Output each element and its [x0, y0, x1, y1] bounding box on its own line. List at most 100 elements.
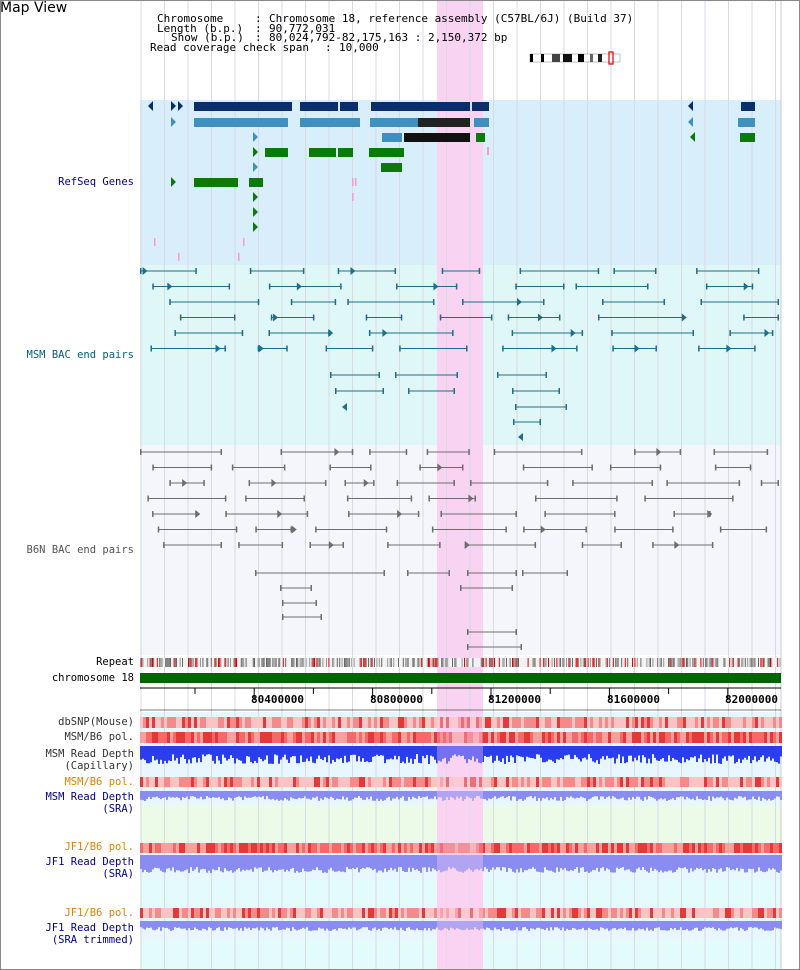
jf1-trimmed-depth-bar	[392, 921, 394, 930]
jf1-sra-depth-bar	[702, 855, 704, 871]
msm-sra-depth-bar	[500, 791, 502, 797]
bac-end-marker	[659, 464, 662, 471]
msm-sra-depth-bar	[260, 791, 262, 798]
msm-sra-depth-bar	[290, 791, 292, 798]
track-label-msm-bac[interactable]: MSM BAC end pairs	[26, 349, 134, 361]
jf1-trimmed-depth-bar	[566, 921, 568, 929]
msm-capillary-depth-bar	[408, 746, 410, 763]
msm-pol-strip	[554, 777, 557, 787]
bac-end-marker	[738, 480, 741, 486]
jf1-pol-strip	[152, 843, 155, 853]
jf1-sra-depth-bar	[450, 855, 452, 870]
jf1-sra-depth-bar	[386, 855, 388, 872]
msm-capillary-depth-bar	[436, 746, 438, 764]
bac-end-marker	[441, 268, 444, 274]
msm-pol-strip	[647, 777, 650, 787]
gene-feature	[487, 147, 489, 155]
jf1-sra-depth-bar	[472, 855, 474, 872]
jf1-trimmed-depth-bar	[698, 921, 700, 931]
msm-sra-depth-bar	[576, 791, 578, 798]
msm-sra-depth-bar	[682, 791, 684, 797]
msm-sra-depth-bar	[420, 791, 422, 798]
bac-end-marker	[467, 629, 469, 635]
repeat-feature	[572, 658, 573, 667]
jf1-sra-depth-bar	[316, 855, 318, 868]
msm-pol-strip	[353, 777, 356, 787]
bac-end-arrow	[764, 329, 770, 337]
msm-pol-strip	[677, 732, 680, 743]
jf1-trimmed-depth-bar	[264, 921, 266, 931]
track-label-jf1-pol-1: JF1/B6 pol.	[64, 841, 134, 853]
jf1-trimmed-depth-bar	[658, 921, 660, 928]
jf1-trimmed-depth-bar	[390, 921, 392, 928]
dbsnp-strip	[518, 717, 521, 728]
track-label-b6n-bac[interactable]: B6N BAC end pairs	[26, 544, 134, 556]
dbsnp-strip	[437, 717, 440, 728]
jf1-pol-strip	[650, 843, 653, 853]
jf1-pol-strip	[515, 843, 518, 853]
msm-pol-strip	[398, 732, 401, 743]
repeat-feature	[518, 658, 519, 667]
msm-pol-strip	[755, 777, 758, 787]
jf1-sra-depth-bar	[366, 855, 368, 868]
repeat-feature	[731, 658, 733, 667]
repeat-feature	[749, 658, 751, 667]
track-label-refseq[interactable]: RefSeq Genes	[58, 176, 134, 188]
msm-pol-strip	[152, 732, 155, 743]
jf1-pol-strip	[374, 843, 377, 853]
msm-sra-depth-bar	[756, 791, 758, 800]
jf1-sra-depth-bar	[254, 855, 256, 868]
msm-pol-strip	[326, 732, 329, 743]
msm-sra-depth-bar	[734, 791, 736, 798]
msm-pol-strip	[377, 777, 380, 787]
msm-pol-strip	[290, 777, 293, 787]
jf1-trimmed-depth-bar	[220, 921, 222, 931]
msm-sra-depth-bar	[468, 791, 470, 798]
jf1-sra-depth-bar	[426, 855, 428, 873]
repeat-feature	[634, 658, 636, 667]
jf1-trimmed-depth-bar	[544, 921, 546, 931]
jf1-pol-strip	[287, 843, 290, 853]
bac-end-marker	[513, 419, 515, 425]
msm-sra-depth-bar	[432, 791, 434, 799]
msm-pol-strip	[566, 732, 569, 743]
jf1-pol-strip	[356, 908, 359, 918]
msm-capillary-depth-bar	[248, 746, 250, 757]
dbsnp-strip	[704, 717, 707, 728]
msm-sra-depth-bar	[256, 791, 258, 798]
bac-end-arrow	[518, 433, 523, 441]
jf1-sra-depth-bar	[222, 855, 224, 873]
jf1-trimmed-depth-bar	[226, 921, 228, 930]
jf1-sra-depth-bar	[234, 855, 236, 872]
jf1-pol-strip	[557, 908, 560, 918]
msm-pol-strip	[539, 732, 542, 743]
msm-pol-strip	[365, 777, 368, 787]
jf1-pol-strip	[338, 843, 341, 853]
jf1-trimmed-depth-bar	[414, 921, 416, 931]
msm-sra-depth-bar	[408, 791, 410, 797]
jf1-trimmed-depth-bar	[204, 921, 206, 929]
jf1-sra-depth-bar	[214, 855, 216, 871]
jf1-pol-strip	[554, 843, 557, 853]
dbsnp-strip	[614, 717, 617, 728]
dbsnp-strip	[599, 717, 602, 728]
ideogram-position-marker	[608, 51, 614, 65]
msm-sra-depth-bar	[546, 791, 548, 798]
jf1-sra-depth-bar	[148, 855, 150, 873]
repeat-feature	[441, 658, 443, 667]
msm-capillary-depth-bar	[562, 746, 564, 760]
msm-pol-strip	[710, 777, 713, 787]
jf1-pol-strip	[185, 843, 188, 853]
jf1-pol-strip	[227, 843, 230, 853]
jf1-pol-strip	[209, 843, 212, 853]
msm-capillary-depth-bar	[390, 746, 392, 759]
jf1-trimmed-depth-bar	[762, 921, 764, 930]
jf1-sra-depth-bar	[564, 855, 566, 869]
jf1-pol-strip	[716, 908, 719, 918]
jf1-trimmed-depth-bar	[318, 921, 320, 928]
jf1-pol-strip	[266, 843, 269, 853]
jf1-pol-strip	[350, 908, 353, 918]
msm-pol-strip	[275, 732, 278, 743]
bac-end-marker	[286, 345, 288, 352]
